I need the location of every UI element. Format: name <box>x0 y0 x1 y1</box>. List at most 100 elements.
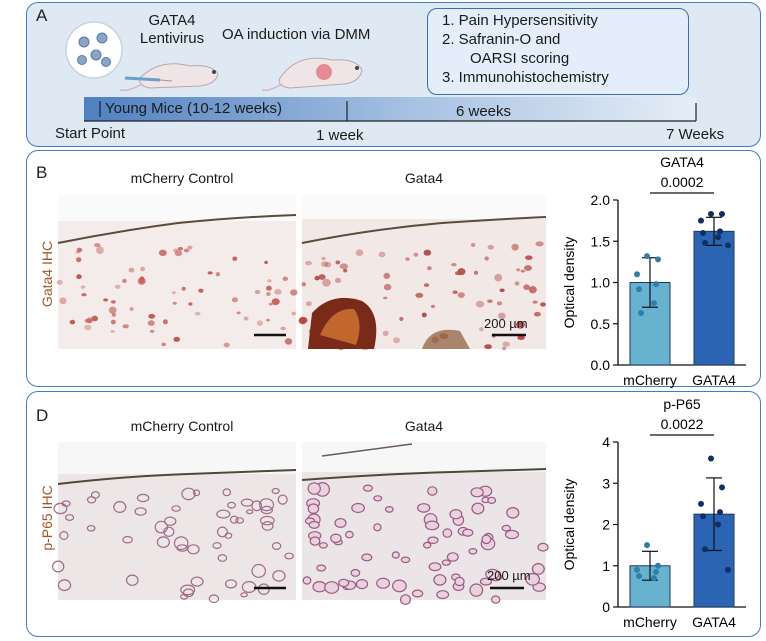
tissue-cell <box>110 319 116 325</box>
tissue-cell <box>162 319 168 325</box>
tissue-cell <box>108 306 117 314</box>
panel-d-right-title: Gata4 <box>404 418 444 434</box>
tissue-cell <box>413 252 419 257</box>
tissue-cell <box>187 544 200 555</box>
timeline-bar <box>84 97 697 122</box>
data-point <box>634 566 640 573</box>
tissue-cell <box>284 552 294 560</box>
tissue-cell <box>80 285 86 289</box>
data-point <box>651 300 657 307</box>
tissue-cell <box>128 267 135 273</box>
data-point <box>708 211 714 218</box>
tissue-cell <box>424 520 440 531</box>
data-point <box>638 310 644 317</box>
tissue-cell <box>290 289 298 296</box>
tissue-cell <box>378 251 386 258</box>
tissue-cell <box>496 301 503 306</box>
tissue-cell <box>173 248 178 253</box>
tissue-cell <box>259 515 275 526</box>
tissue-cell <box>207 271 213 275</box>
y-tick-label: 4 <box>602 434 610 450</box>
tissue-cell <box>91 315 99 322</box>
tissue-cell <box>177 246 184 251</box>
tissue-cell <box>441 559 451 566</box>
panel-d-left-title: mCherry Control <box>130 418 234 434</box>
tissue-cell <box>86 496 97 504</box>
data-point <box>700 513 706 520</box>
tissue-cell <box>343 268 348 273</box>
tissue-cell <box>427 266 432 271</box>
timeline-week7: 7 Weeks <box>666 126 725 143</box>
tissue-cell <box>416 503 431 513</box>
tissue-cell <box>308 520 320 529</box>
tissue-cell <box>511 243 519 251</box>
tissue-cell <box>126 574 139 586</box>
tissue-cell <box>355 249 364 256</box>
tissue-cell <box>171 505 181 512</box>
tissue-cell <box>399 316 404 322</box>
panel-d-letter: D <box>36 406 49 425</box>
tissue-cell <box>103 298 109 302</box>
tissue-cell <box>217 554 228 562</box>
tissue-cell <box>236 311 241 315</box>
data-point <box>653 281 659 288</box>
tissue-cell <box>471 502 485 515</box>
tissue-cell <box>383 283 392 291</box>
tissue-cell <box>181 286 186 291</box>
virus-label-line1: GATA4 <box>148 12 196 29</box>
tissue-cell <box>129 307 134 311</box>
tissue-cell <box>65 514 75 521</box>
tissue-cell <box>149 329 155 333</box>
tissue-cell <box>86 525 96 532</box>
tissue-cell <box>86 317 93 324</box>
tissue-cell <box>335 260 341 265</box>
tissue-cell <box>532 300 538 304</box>
tissue-cell <box>110 330 115 333</box>
tissue-cell <box>391 579 407 593</box>
y-axis-label: Optical density <box>561 479 577 571</box>
y-tick-label: 3 <box>602 475 610 491</box>
y-tick-label: 0 <box>602 599 610 615</box>
tissue-cell <box>243 316 249 321</box>
tissue-cell <box>525 572 540 586</box>
tissue-cell <box>180 584 196 596</box>
tissue-cell <box>531 562 545 575</box>
tissue-cell <box>485 568 500 580</box>
tissue-cell <box>517 335 525 340</box>
tissue-cell <box>382 330 389 336</box>
tissue-cell <box>114 284 121 289</box>
tissue-cell <box>284 338 293 345</box>
tissue-cell <box>216 526 228 538</box>
data-point <box>636 286 642 293</box>
data-point <box>719 484 725 491</box>
tissue-cell <box>172 301 177 305</box>
tissue-cell <box>479 327 484 332</box>
data-point <box>698 500 704 507</box>
tissue-cell <box>430 304 436 309</box>
tissue-cell <box>321 261 329 267</box>
tissue-cell <box>449 508 463 520</box>
y-tick-label: 1.0 <box>591 275 611 291</box>
tissue-cell <box>216 509 231 519</box>
outcome-2-cont: OARSI scoring <box>470 50 570 67</box>
outcome-2: 2. Safranin-O and <box>442 31 561 48</box>
data-point <box>719 211 725 218</box>
tissue-cell <box>454 576 465 587</box>
data-point <box>655 562 661 569</box>
outcome-box <box>427 8 689 95</box>
tissue-cell <box>110 300 116 304</box>
tissue-cell <box>188 302 193 306</box>
tissue-cell <box>187 245 193 250</box>
tissue-cell <box>282 276 289 281</box>
tissue-cell <box>301 282 307 287</box>
tissue-cell <box>266 292 271 296</box>
tissue-cell <box>235 517 245 524</box>
tissue-cell <box>245 509 254 515</box>
tissue-cell <box>383 296 388 300</box>
tissue-cell <box>355 579 369 590</box>
tissue-cell <box>232 256 238 261</box>
tissue-cell <box>229 515 239 524</box>
tissue-cell <box>223 342 230 348</box>
chart-pvalue: 0.0022 <box>661 416 704 432</box>
tissue-cell <box>212 541 222 549</box>
